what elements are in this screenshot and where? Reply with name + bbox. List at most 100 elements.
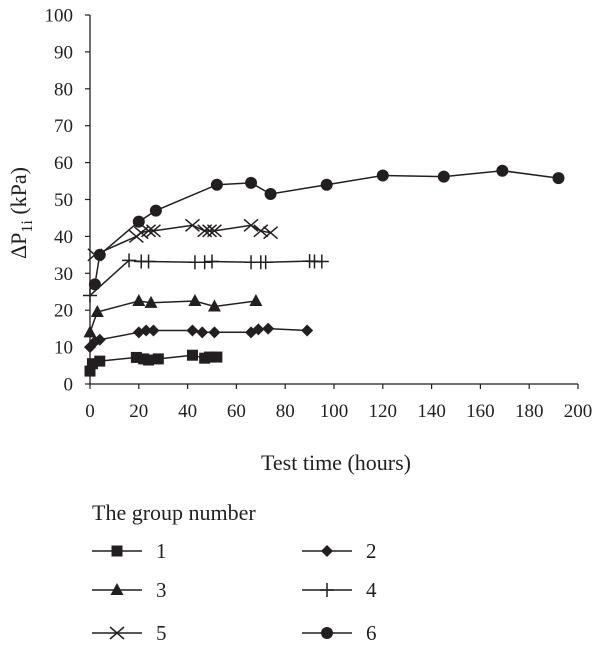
legend-marker-6: [321, 627, 333, 639]
data-point-series-4: [122, 253, 137, 268]
data-point-series-2: [301, 324, 314, 337]
series-4: [83, 253, 329, 303]
data-point-series-5: [253, 224, 269, 238]
x-tick-label: 60: [227, 401, 246, 422]
data-point-series-2: [208, 326, 221, 339]
data-point-series-4: [141, 254, 156, 269]
series-5: [87, 218, 279, 262]
data-point-series-6: [437, 170, 450, 183]
y-tick-label: 80: [54, 79, 73, 100]
data-point-series-6: [496, 164, 509, 177]
data-point-series-2: [196, 326, 209, 339]
data-point-series-5: [184, 218, 200, 232]
x-axis-label: Test time (hours): [261, 450, 411, 475]
series-line-3: [89, 300, 256, 333]
legend-items: 1 2 3 4 5 6: [92, 539, 377, 645]
x-tick-label: 40: [178, 401, 197, 422]
legend: The group number 1 2 3 4 5 6: [92, 500, 377, 645]
data-point-series-2: [93, 333, 106, 346]
data-point-series-1: [152, 353, 164, 365]
data-point-series-1: [204, 351, 216, 363]
legend-label-4: 4: [366, 578, 377, 602]
data-point-series-5: [243, 218, 259, 232]
y-tick-label: 100: [45, 6, 74, 27]
legend-item-5: 5: [92, 621, 167, 645]
series-1: [84, 349, 223, 377]
data-point-series-3: [83, 325, 97, 338]
data-point-series-2: [262, 322, 275, 335]
y-tick-label: 10: [54, 338, 73, 359]
y-tick-label: 0: [64, 375, 74, 396]
legend-marker-5: [109, 626, 125, 640]
data-point-series-1: [186, 349, 198, 361]
data-point-series-1: [211, 351, 223, 363]
data-point-series-2: [140, 324, 153, 337]
data-point-series-6: [376, 169, 389, 182]
legend-label-5: 5: [156, 621, 167, 645]
x-tick-label: 100: [320, 401, 349, 422]
data-point-series-6: [149, 204, 162, 217]
x-tick-label: 140: [417, 401, 446, 422]
legend-label-6: 6: [366, 621, 377, 645]
data-point-series-6: [88, 278, 101, 291]
data-point-series-1: [86, 358, 98, 370]
data-point-series-1: [94, 355, 106, 367]
series-3: [83, 293, 263, 338]
data-point-series-6: [264, 187, 277, 200]
y-tick-label: 40: [54, 227, 73, 248]
x-tick-label: 180: [515, 401, 544, 422]
data-point-series-4: [205, 254, 219, 269]
series-line-5: [94, 224, 271, 256]
y-tick-label: 50: [54, 190, 73, 211]
y-tick-label: 60: [54, 153, 73, 174]
y-tick-label: 90: [54, 42, 73, 63]
data-point-series-3: [207, 299, 221, 312]
legend-marker-2: [321, 545, 333, 557]
x-tick-label: 160: [466, 401, 495, 422]
data-point-series-2: [147, 324, 160, 337]
y-axis-label-unit: (kPa): [6, 167, 31, 220]
legend-item-4: 4: [302, 578, 377, 602]
legend-marker-4: [320, 583, 334, 597]
data-point-series-1: [130, 351, 142, 363]
y-axis-ticks: 0 10 20 30 40 50 60 70 80 90 100: [45, 6, 90, 396]
data-point-series-1: [84, 365, 96, 377]
legend-item-1: 1: [92, 539, 167, 563]
series-line-6: [94, 169, 559, 285]
y-axis-label-subscript: 1i: [19, 220, 36, 233]
data-point-series-4: [83, 288, 97, 303]
legend-title: The group number: [92, 500, 256, 525]
y-tick-label: 30: [54, 264, 73, 285]
series-line-4: [89, 259, 322, 296]
data-point-series-6: [245, 176, 258, 189]
data-point-series-6: [320, 178, 333, 191]
data-point-series-3: [132, 293, 146, 306]
series-6: [88, 164, 565, 291]
data-point-series-3: [249, 293, 263, 306]
data-point-series-6: [93, 248, 106, 261]
data-point-series-5: [145, 224, 161, 238]
data-point-series-6: [210, 178, 223, 191]
legend-label-3: 3: [156, 578, 167, 602]
legend-marker-1: [111, 545, 123, 557]
x-axis-ticks: 0 20 40 60 80 100 120 140 160 180 200: [85, 384, 592, 422]
data-point-series-1: [143, 354, 155, 366]
legend-item-6: 6: [302, 621, 377, 645]
x-tick-label: 20: [129, 401, 148, 422]
legend-item-2: 2: [302, 539, 377, 563]
data-point-series-2: [245, 326, 258, 339]
x-tick-label: 200: [564, 401, 593, 422]
y-tick-label: 20: [54, 301, 73, 322]
data-point-series-5: [202, 224, 218, 238]
series-layer: [83, 164, 565, 377]
data-point-series-5: [141, 224, 157, 238]
data-point-series-5: [206, 224, 222, 238]
data-point-series-3: [144, 295, 158, 308]
x-tick-label: 0: [85, 401, 95, 422]
data-point-series-2: [186, 324, 199, 337]
y-axis-label: ΔP1i (kPa): [6, 167, 36, 259]
data-point-series-2: [252, 323, 265, 336]
data-point-series-3: [188, 293, 202, 306]
data-point-series-3: [90, 305, 104, 318]
series-2: [84, 322, 314, 354]
